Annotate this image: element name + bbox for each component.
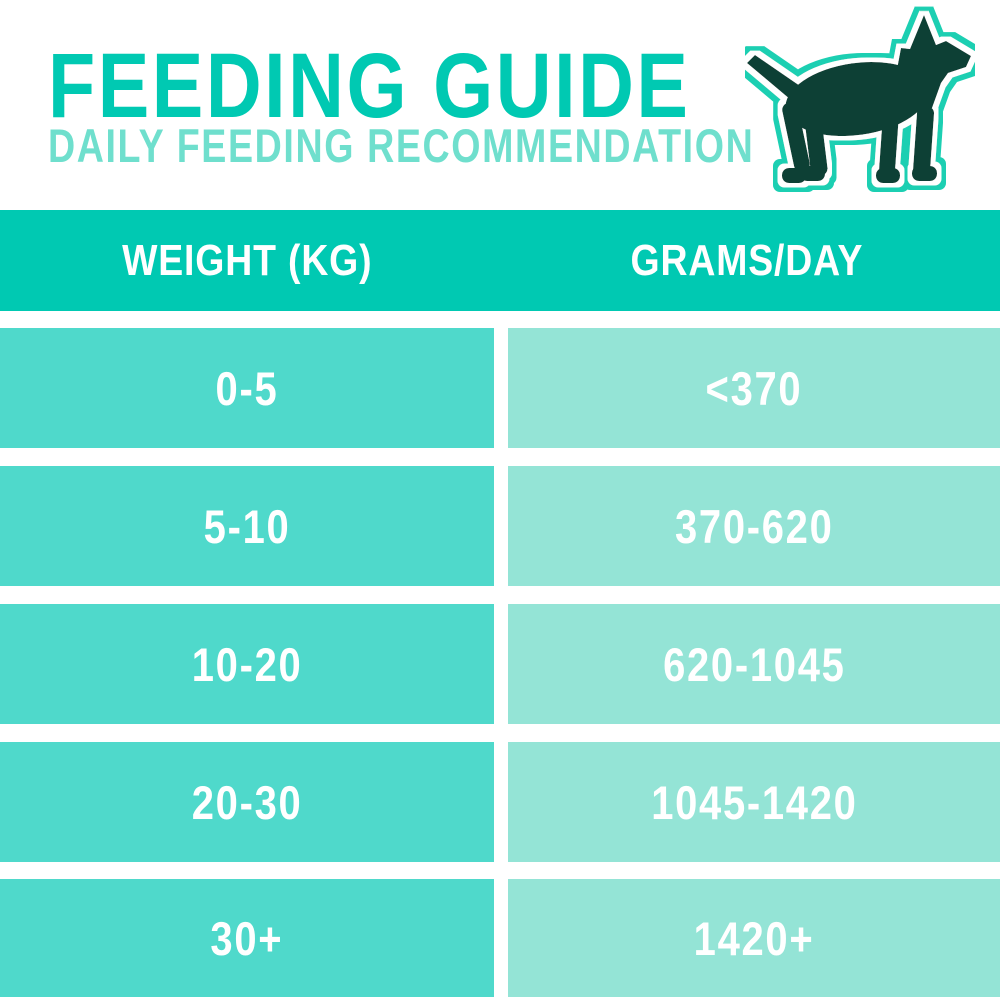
table-row: 0-5 <370	[0, 328, 1000, 448]
column-header-weight: WEIGHT (KG)	[121, 235, 373, 285]
cell-grams: 370-620	[508, 466, 1000, 586]
cell-grams: 620-1045	[508, 604, 1000, 724]
column-divider	[494, 879, 508, 997]
page-subtitle-text: DAILY FEEDING RECOMMENDATION	[48, 119, 755, 172]
table-header-row: WEIGHT (KG) GRAMS/DAY	[0, 210, 1000, 311]
page-subtitle: DAILY FEEDING RECOMMENDATION	[48, 121, 931, 171]
table-row: 20-30 1045-1420	[0, 742, 1000, 862]
cell-grams: 1420+	[508, 879, 1000, 997]
table-row: 5-10 370-620	[0, 466, 1000, 586]
cell-weight: 20-30	[0, 742, 494, 862]
cell-grams: <370	[508, 328, 1000, 448]
column-divider	[494, 466, 508, 586]
table-row: 30+ 1420+	[0, 879, 1000, 997]
table-row: 10-20 620-1045	[0, 604, 1000, 724]
cell-weight: 30+	[0, 879, 494, 997]
page-title: FEEDING GUIDE	[48, 36, 813, 136]
column-header-grams: GRAMS/DAY	[630, 235, 864, 285]
dog-silhouette-icon	[747, 15, 971, 183]
cell-weight: 0-5	[0, 328, 494, 448]
cell-grams: 1045-1420	[508, 742, 1000, 862]
column-divider	[494, 742, 508, 862]
column-divider	[494, 328, 508, 448]
cell-weight: 5-10	[0, 466, 494, 586]
cell-weight: 10-20	[0, 604, 494, 724]
page-title-text: FEEDING GUIDE	[48, 35, 691, 137]
column-divider	[494, 604, 508, 724]
